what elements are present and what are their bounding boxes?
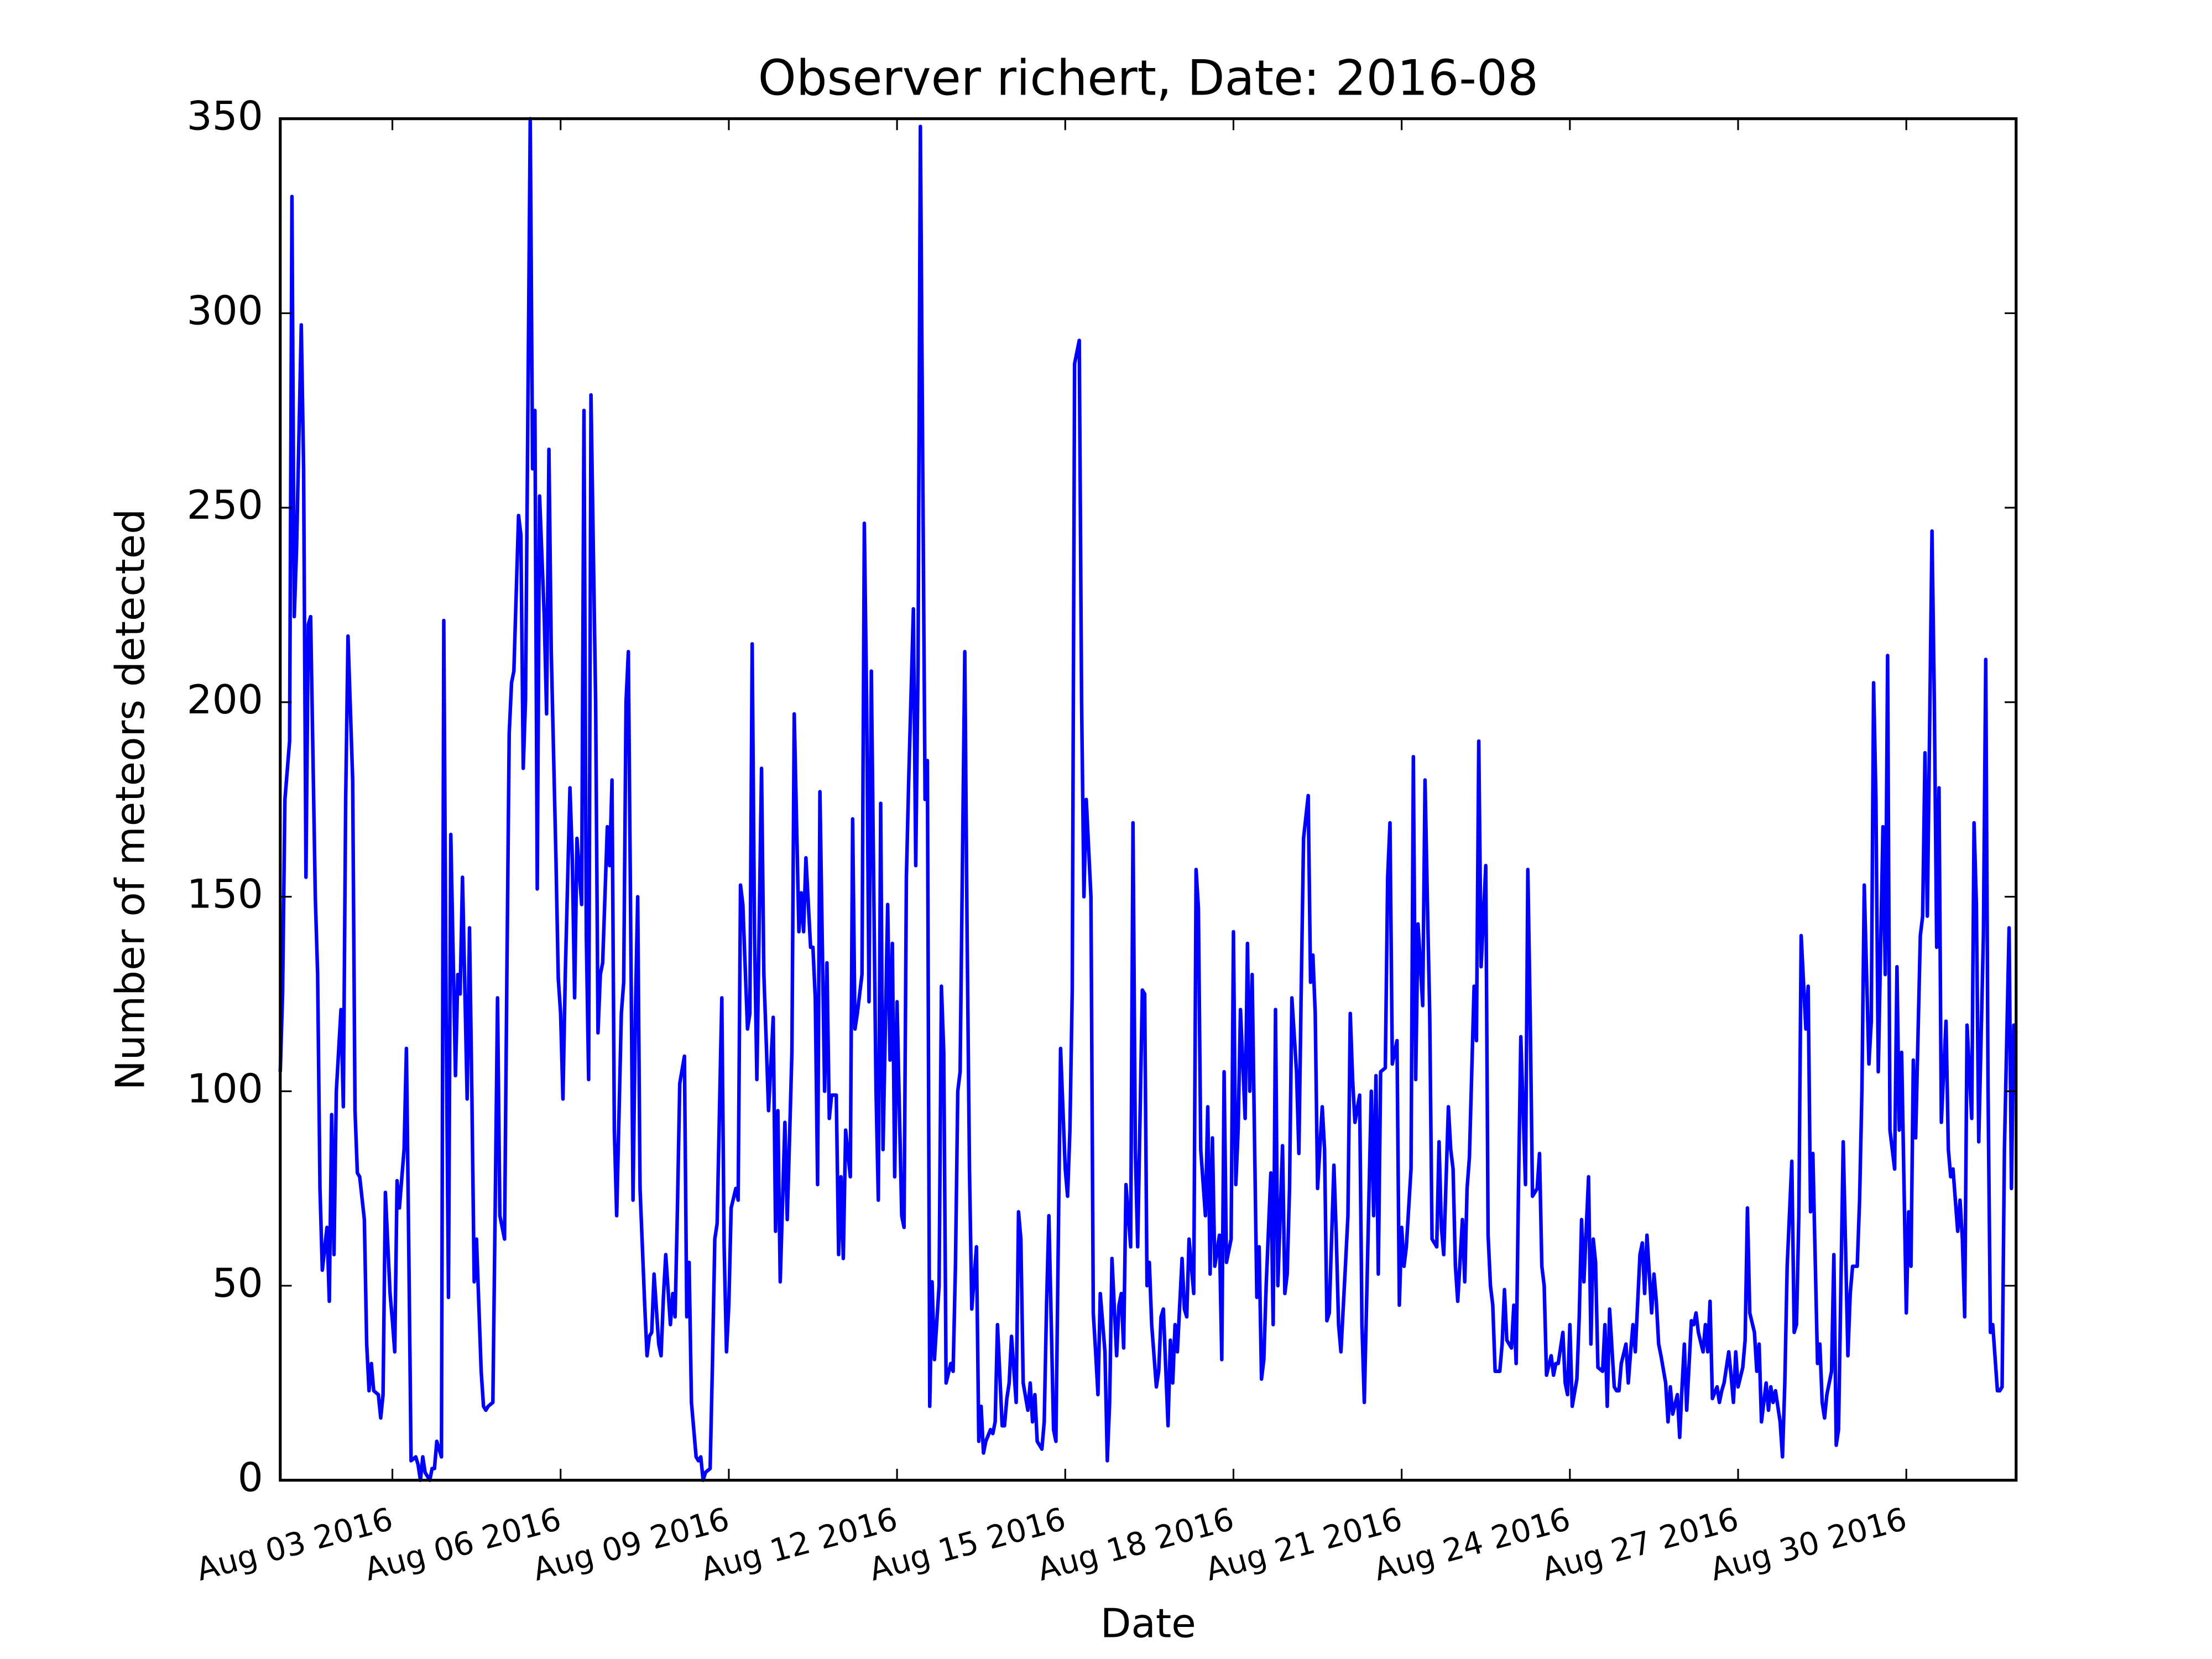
y-tick-label: 200 bbox=[187, 677, 263, 723]
y-tick-label: 0 bbox=[238, 1455, 263, 1501]
y-tick-label: 100 bbox=[187, 1066, 263, 1112]
y-axis-label: Number of meteors detected bbox=[107, 509, 154, 1091]
y-tick-label: 350 bbox=[187, 93, 263, 140]
plot-frame bbox=[279, 117, 2018, 1482]
x-axis-label: Date bbox=[1100, 1601, 1196, 1647]
data-line bbox=[278, 117, 2018, 1482]
y-tick-label: 250 bbox=[187, 482, 263, 529]
chart-title: Observer richert, Date: 2016-08 bbox=[758, 49, 1538, 106]
y-tick-label: 50 bbox=[212, 1260, 263, 1307]
y-tick-label: 300 bbox=[187, 288, 263, 334]
y-tick-label: 150 bbox=[187, 872, 263, 918]
